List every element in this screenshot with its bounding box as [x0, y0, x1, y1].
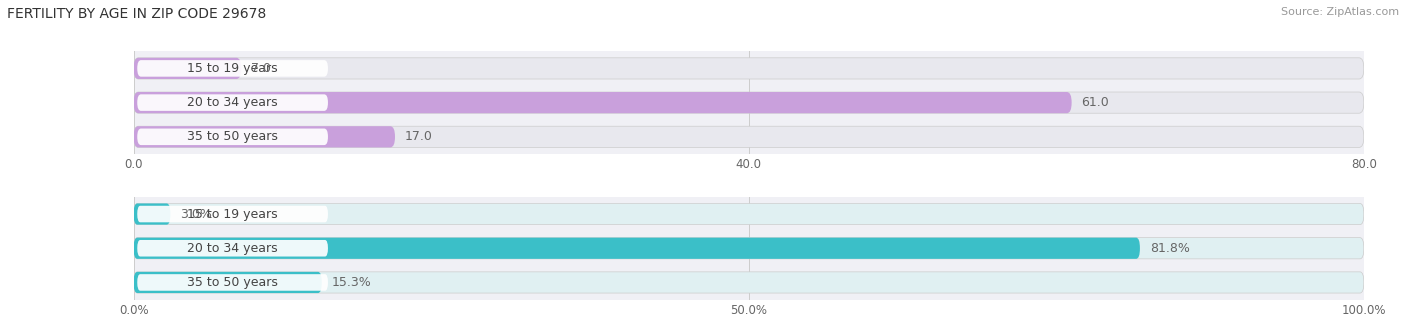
Text: 15 to 19 years: 15 to 19 years	[187, 62, 278, 75]
FancyBboxPatch shape	[138, 206, 328, 222]
Text: 3.0%: 3.0%	[180, 208, 212, 220]
FancyBboxPatch shape	[138, 94, 328, 111]
Text: 15.3%: 15.3%	[332, 276, 371, 289]
FancyBboxPatch shape	[134, 58, 1364, 79]
Text: 20 to 34 years: 20 to 34 years	[187, 96, 278, 109]
Text: 7.0: 7.0	[252, 62, 271, 75]
FancyBboxPatch shape	[134, 204, 170, 225]
FancyBboxPatch shape	[134, 92, 1071, 113]
Text: FERTILITY BY AGE IN ZIP CODE 29678: FERTILITY BY AGE IN ZIP CODE 29678	[7, 7, 266, 21]
FancyBboxPatch shape	[138, 128, 328, 145]
Text: 20 to 34 years: 20 to 34 years	[187, 242, 278, 255]
FancyBboxPatch shape	[134, 238, 1364, 259]
FancyBboxPatch shape	[138, 274, 328, 291]
Text: 61.0: 61.0	[1081, 96, 1109, 109]
FancyBboxPatch shape	[138, 60, 328, 77]
Text: 35 to 50 years: 35 to 50 years	[187, 130, 278, 143]
FancyBboxPatch shape	[134, 272, 1364, 293]
FancyBboxPatch shape	[134, 92, 1364, 113]
FancyBboxPatch shape	[134, 126, 395, 147]
Text: 17.0: 17.0	[405, 130, 433, 143]
FancyBboxPatch shape	[134, 272, 322, 293]
FancyBboxPatch shape	[134, 58, 242, 79]
FancyBboxPatch shape	[134, 238, 1140, 259]
Text: 15 to 19 years: 15 to 19 years	[187, 208, 278, 220]
FancyBboxPatch shape	[138, 240, 328, 257]
Text: 81.8%: 81.8%	[1150, 242, 1189, 255]
FancyBboxPatch shape	[134, 126, 1364, 147]
FancyBboxPatch shape	[134, 204, 1364, 225]
Text: 35 to 50 years: 35 to 50 years	[187, 276, 278, 289]
Text: Source: ZipAtlas.com: Source: ZipAtlas.com	[1281, 7, 1399, 17]
